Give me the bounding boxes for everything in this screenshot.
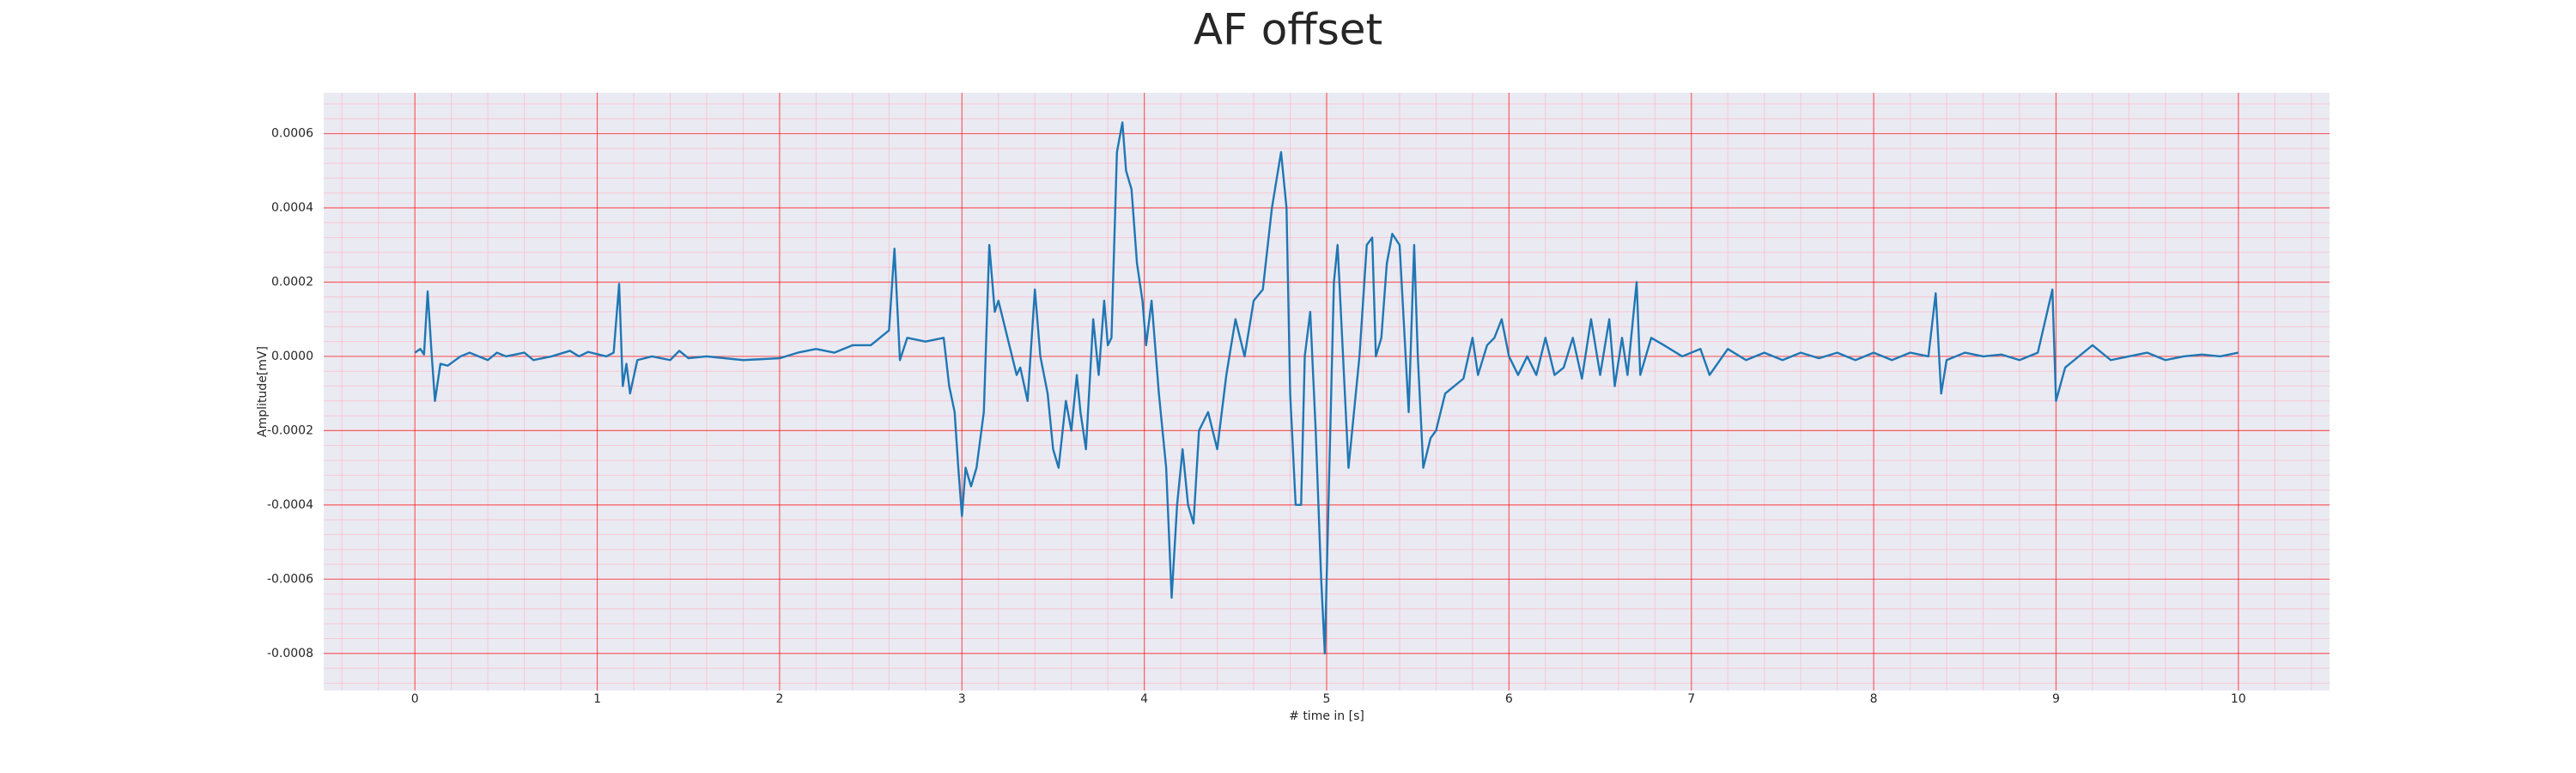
series-line [414, 121, 2239, 654]
y-tick-label: -0.0008 [267, 647, 313, 660]
x-tick-label: 5 [1323, 692, 1331, 706]
x-tick-label: 7 [1687, 692, 1695, 706]
y-tick-label: 0.0002 [271, 275, 313, 289]
x-tick-label: 0 [411, 692, 419, 706]
y-tick-label: 0.0004 [271, 201, 313, 215]
x-tick-label: 4 [1140, 692, 1148, 706]
y-axis-label: Amplitude[mV] [256, 346, 270, 437]
x-tick-label: 10 [2231, 692, 2246, 706]
x-tick-label: 3 [958, 692, 966, 706]
x-tick-label: 1 [593, 692, 601, 706]
x-tick-label: 2 [775, 692, 783, 706]
x-axis-label: # time in [s] [1289, 709, 1364, 723]
x-tick-label: 6 [1505, 692, 1513, 706]
x-tick-label: 9 [2052, 692, 2060, 706]
y-tick-label: -0.0002 [267, 423, 313, 437]
y-tick-label: 0.0006 [271, 127, 313, 141]
chart-title: AF offset [1194, 5, 1382, 55]
y-tick-label: -0.0004 [267, 498, 313, 512]
y-tick-label: 0.0000 [271, 350, 313, 363]
y-tick-label: -0.0006 [267, 572, 313, 586]
x-tick-label: 8 [1870, 692, 1878, 706]
